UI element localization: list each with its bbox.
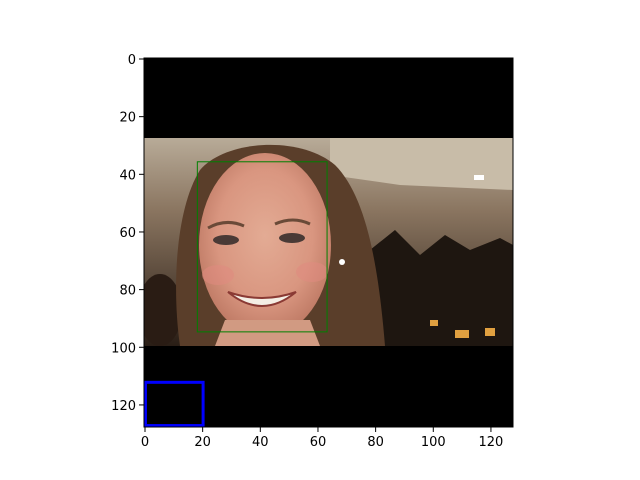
y-tick-label: 80	[119, 284, 136, 299]
photo-face	[199, 153, 331, 337]
face-detection-box	[196, 161, 328, 333]
y-tick-label: 100	[111, 341, 136, 356]
photo-lights	[430, 320, 495, 338]
photo-left-eye	[213, 235, 239, 245]
image-axes	[144, 58, 513, 427]
y-tick-label: 0	[128, 53, 136, 68]
axes-frame	[143, 57, 514, 428]
x-tick-label: 80	[367, 435, 384, 450]
x-tick-label: 20	[194, 435, 211, 450]
y-tick-label: 20	[119, 111, 136, 126]
x-tick-label: 40	[252, 435, 269, 450]
x-tick-label: 100	[421, 435, 446, 450]
photo-left-person	[144, 274, 182, 346]
y-tick-label: 40	[119, 168, 136, 183]
photo-ceiling	[330, 138, 513, 190]
photo-right-eye	[279, 233, 305, 243]
y-axis: 0 20 40 60 80 100 120	[111, 53, 144, 414]
photo-neck	[215, 320, 320, 346]
photo-right-cheek	[296, 262, 328, 282]
photo-mouth	[227, 291, 297, 307]
photo-right-brow	[274, 218, 311, 226]
x-tick-label: 0	[141, 435, 149, 450]
y-tick-label: 60	[119, 226, 136, 241]
photo-left-cheek	[202, 265, 234, 285]
overlay-boxes	[144, 161, 328, 427]
photo-earring	[339, 259, 345, 265]
photo-plants	[370, 230, 513, 346]
blue-marker-box	[144, 380, 205, 427]
photo-light	[474, 175, 484, 180]
x-tick-label: 120	[479, 435, 504, 450]
photo	[144, 138, 513, 346]
x-axis: 0 20 40 60 80 100 120	[141, 427, 503, 450]
x-tick-label: 60	[310, 435, 327, 450]
photo-left-brow	[207, 221, 245, 230]
y-tick-label: 120	[111, 399, 136, 414]
